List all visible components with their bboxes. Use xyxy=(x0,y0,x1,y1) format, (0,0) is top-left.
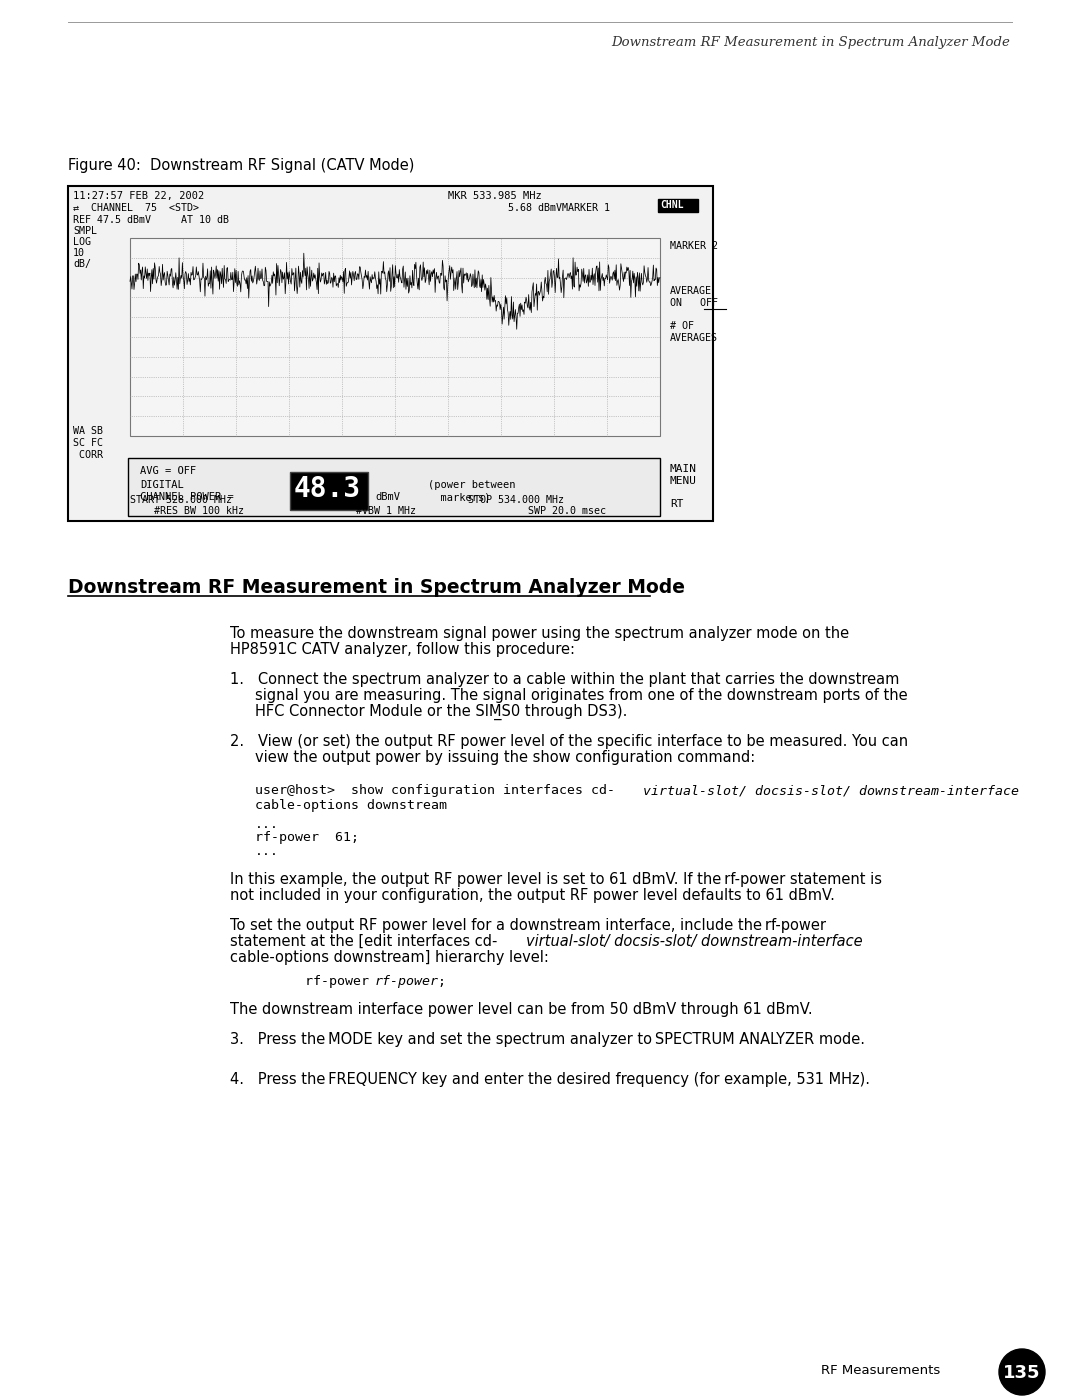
Text: STOP 534.000 MHz: STOP 534.000 MHz xyxy=(468,495,564,504)
Text: To measure the downstream signal power using the spectrum analyzer mode on the: To measure the downstream signal power u… xyxy=(230,626,849,641)
Text: ;: ; xyxy=(437,975,445,988)
Text: # OF: # OF xyxy=(670,321,694,331)
Text: To set the output RF power level for a downstream interface, include the rf-powe: To set the output RF power level for a d… xyxy=(230,918,826,933)
Text: SWP 20.0 msec: SWP 20.0 msec xyxy=(468,506,606,515)
Text: statement at the [edit interfaces cd-: statement at the [edit interfaces cd- xyxy=(230,935,498,949)
Text: view the output power by issuing the show configuration command:: view the output power by issuing the sho… xyxy=(255,750,755,766)
Text: The downstream interface power level can be from 50 dBmV through 61 dBmV.: The downstream interface power level can… xyxy=(230,1002,812,1017)
Text: (power between: (power between xyxy=(428,481,515,490)
Text: Downstream RF Measurement in Spectrum Analyzer Mode: Downstream RF Measurement in Spectrum An… xyxy=(611,36,1010,49)
Text: MAIN: MAIN xyxy=(670,464,697,474)
Text: Downstream RF Measurement in Spectrum Analyzer Mode: Downstream RF Measurement in Spectrum An… xyxy=(68,578,685,597)
Text: WA SB: WA SB xyxy=(73,426,103,436)
Text: START 528.000 MHz: START 528.000 MHz xyxy=(130,495,232,504)
Text: SC FC: SC FC xyxy=(73,439,103,448)
Text: 4.   Press the FREQUENCY key and enter the desired frequency (for example, 531 M: 4. Press the FREQUENCY key and enter the… xyxy=(230,1071,870,1087)
Bar xyxy=(658,198,698,212)
Text: virtual-slot/ docsis-slot/ downstream-interface: virtual-slot/ docsis-slot/ downstream-in… xyxy=(643,784,1020,798)
Text: ON   OFF: ON OFF xyxy=(670,298,718,307)
Text: rf-power: rf-power xyxy=(375,975,438,988)
Text: 135: 135 xyxy=(1003,1363,1041,1382)
Text: cable-options downstream: cable-options downstream xyxy=(255,799,447,812)
Text: #RES BW 100 kHz: #RES BW 100 kHz xyxy=(130,506,244,515)
Text: MARKER 2: MARKER 2 xyxy=(670,242,718,251)
Text: dBmV: dBmV xyxy=(375,492,400,502)
Text: ...: ... xyxy=(255,845,279,858)
Text: CHANNEL POWER =: CHANNEL POWER = xyxy=(140,492,233,502)
Text: AVERAGE: AVERAGE xyxy=(670,286,712,296)
Bar xyxy=(130,237,660,436)
Text: MENU: MENU xyxy=(670,476,697,486)
Text: 2.   View (or set) the output RF power level of the specific interface to be mea: 2. View (or set) the output RF power lev… xyxy=(230,733,908,749)
Text: not included in your configuration, the output RF power level defaults to 61 dBm: not included in your configuration, the … xyxy=(230,888,835,902)
Text: Figure 40:  Downstream RF Signal (CATV Mode): Figure 40: Downstream RF Signal (CATV Mo… xyxy=(68,158,415,173)
Text: LOG: LOG xyxy=(73,237,91,247)
Bar xyxy=(68,186,713,521)
Bar xyxy=(129,458,660,515)
Text: MKR 533.985 MHz: MKR 533.985 MHz xyxy=(448,191,542,201)
Text: AVG = OFF: AVG = OFF xyxy=(140,467,197,476)
Text: 48.3: 48.3 xyxy=(294,475,361,503)
Text: markers): markers) xyxy=(428,492,490,502)
Text: SMPL: SMPL xyxy=(73,226,97,236)
Text: AVERAGES: AVERAGES xyxy=(670,332,718,344)
Text: virtual-slot/ docsis-slot/ downstream-interface: virtual-slot/ docsis-slot/ downstream-in… xyxy=(526,935,863,949)
Text: CORR: CORR xyxy=(73,450,103,460)
Bar xyxy=(291,472,368,510)
Circle shape xyxy=(999,1350,1045,1396)
Text: 1.   Connect the spectrum analyzer to a cable within the plant that carries the : 1. Connect the spectrum analyzer to a ca… xyxy=(230,672,900,687)
Text: user@host>  show configuration interfaces cd-: user@host> show configuration interfaces… xyxy=(255,784,623,798)
Text: In this example, the output RF power level is set to 61 dBmV. If the rf-power st: In this example, the output RF power lev… xyxy=(230,872,882,887)
Text: dB/: dB/ xyxy=(73,258,91,270)
Text: REF 47.5 dBmV     AT 10 dB: REF 47.5 dBmV AT 10 dB xyxy=(73,215,229,225)
Text: HFC Connector Module or the SIM̲S0 through DS3).: HFC Connector Module or the SIM̲S0 throu… xyxy=(255,704,627,721)
Text: RT: RT xyxy=(670,499,684,509)
Text: 3.   Press the MODE key and set the spectrum analyzer to SPECTRUM ANALYZER mode.: 3. Press the MODE key and set the spectr… xyxy=(230,1032,865,1046)
Text: DIGITAL: DIGITAL xyxy=(140,481,184,490)
Text: signal you are measuring. The signal originates from one of the downstream ports: signal you are measuring. The signal ori… xyxy=(255,687,907,703)
Text: #VBW 1 MHz: #VBW 1 MHz xyxy=(338,506,416,515)
Text: 11:27:57 FEB 22, 2002: 11:27:57 FEB 22, 2002 xyxy=(73,191,204,201)
Text: cable-options downstream] hierarchy level:: cable-options downstream] hierarchy leve… xyxy=(230,950,549,965)
Text: rf-power: rf-power xyxy=(305,975,377,988)
Text: ...: ... xyxy=(255,819,279,831)
Text: CHNL: CHNL xyxy=(660,200,684,210)
Text: 10: 10 xyxy=(73,249,85,258)
Text: rf-power  61;: rf-power 61; xyxy=(255,831,359,844)
Text: RF Measurements: RF Measurements xyxy=(821,1363,940,1377)
Text: ⇄  CHANNEL  75  <STD>: ⇄ CHANNEL 75 <STD> xyxy=(73,203,199,212)
Text: HP8591C CATV analyzer, follow this procedure:: HP8591C CATV analyzer, follow this proce… xyxy=(230,643,575,657)
Text: 5.68 dBmVMARKER 1: 5.68 dBmVMARKER 1 xyxy=(448,203,610,212)
